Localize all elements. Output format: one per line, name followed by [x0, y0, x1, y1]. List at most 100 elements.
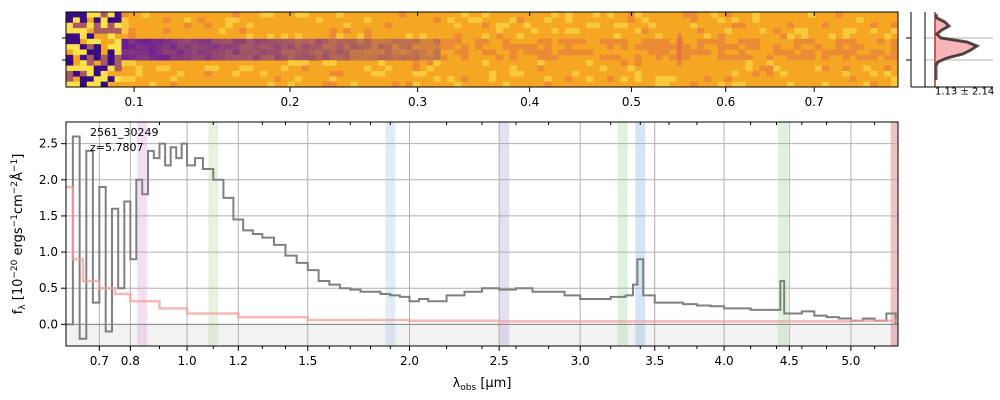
- heatmap-cell: [849, 28, 857, 34]
- heatmap-cell: [703, 49, 712, 56]
- heatmap-cell: [717, 54, 725, 61]
- top-tick-label-4: 0.5: [622, 95, 641, 109]
- heatmap-cell: [79, 28, 88, 34]
- heatmap-cell: [149, 38, 157, 45]
- heatmap-cell: [239, 49, 247, 56]
- heatmap-cell: [79, 49, 88, 56]
- line-band-2: [385, 122, 396, 346]
- heatmap-cell: [863, 65, 871, 72]
- spectrum-2d-x-axis: 0.1 0.2 0.3 0.4 0.5 0.6 0.7: [62, 12, 911, 109]
- heatmap-cell: [336, 33, 344, 40]
- heatmap-cell: [93, 12, 101, 18]
- heatmap-cell: [183, 44, 192, 50]
- heatmap-cell: [766, 60, 774, 66]
- heatmap-cell: [128, 44, 136, 50]
- heatmap-cell: [107, 76, 115, 82]
- heatmap-cell: [454, 81, 462, 88]
- heatmap-cell: [79, 54, 88, 61]
- heatmap-cell: [246, 65, 254, 72]
- heatmap-cell: [142, 44, 150, 50]
- heatmap-cell: [211, 38, 219, 45]
- heatmap-cell: [274, 44, 282, 50]
- heatmap-cell: [599, 54, 608, 61]
- heatmap-cell: [405, 38, 413, 45]
- x-axis-title-lambda: λ: [453, 376, 461, 391]
- heatmap-cell: [669, 44, 677, 50]
- heatmap-cell: [86, 33, 95, 40]
- profile-model: [934, 13, 981, 80]
- heatmap-cell: [648, 38, 656, 45]
- heatmap-cell: [274, 38, 282, 45]
- heatmap-cell: [398, 54, 407, 61]
- heatmap-cell: [717, 17, 725, 24]
- heatmap-cell: [218, 44, 226, 50]
- heatmap-cell: [156, 65, 164, 72]
- heatmap-cell: [835, 38, 843, 45]
- heatmap-cell: [773, 49, 781, 56]
- heatmap-cell: [502, 81, 511, 88]
- heatmap-cell: [225, 54, 233, 61]
- heatmap-cell: [586, 22, 594, 29]
- heatmap-cell: [190, 49, 199, 56]
- heatmap-cell: [696, 44, 705, 50]
- heatmap-cell: [586, 76, 594, 82]
- x-tick-label-9: 4.0: [715, 354, 734, 368]
- heatmap-cell: [516, 70, 524, 77]
- heatmap-cell: [384, 54, 393, 61]
- heatmap-cell: [565, 17, 573, 24]
- heatmap-cell: [391, 49, 400, 56]
- heatmap-cell: [100, 65, 108, 72]
- heatmap-cell: [72, 28, 81, 34]
- heatmap-cell: [842, 65, 850, 72]
- heatmap-cell: [357, 54, 365, 61]
- heatmap-cell: [530, 28, 538, 34]
- heatmap-cell: [800, 38, 809, 45]
- heatmap-cell: [454, 38, 462, 45]
- heatmap-cell: [544, 17, 552, 24]
- heatmap-cell: [606, 76, 615, 82]
- heatmap-cell: [724, 28, 732, 34]
- heatmap-cell: [93, 76, 101, 82]
- heatmap-cell: [149, 49, 157, 56]
- heatmap-cell: [551, 12, 559, 18]
- heatmap-cell: [371, 44, 379, 50]
- heatmap-cell: [121, 49, 129, 56]
- heatmap-cell: [398, 49, 407, 56]
- heatmap-cell: [86, 12, 95, 18]
- heatmap-cell: [190, 54, 199, 61]
- heatmap-cell: [294, 54, 303, 61]
- heatmap-cell: [586, 49, 594, 56]
- heatmap-cell: [66, 17, 74, 24]
- heatmap-cell: [260, 38, 268, 45]
- heatmap-cell: [79, 12, 88, 18]
- heatmap-cell: [336, 12, 344, 18]
- heatmap-cell: [447, 17, 455, 24]
- heatmap-cell: [322, 38, 330, 45]
- heatmap-cell: [634, 70, 642, 77]
- heatmap-cell: [364, 49, 372, 56]
- heatmap-cell: [745, 54, 753, 61]
- heatmap-cell: [156, 44, 164, 50]
- heatmap-cell: [426, 65, 434, 72]
- heatmap-cell: [606, 12, 615, 18]
- heatmap-cell: [634, 76, 642, 82]
- heatmap-cell: [239, 65, 247, 72]
- heatmap-cell: [329, 38, 337, 45]
- heatmap-cell: [107, 33, 115, 40]
- heatmap-cell: [170, 44, 178, 50]
- heatmap-cell: [197, 44, 205, 50]
- heatmap-cell: [579, 49, 587, 56]
- heatmap-cell: [301, 49, 309, 56]
- heatmap-cell: [128, 49, 136, 56]
- heatmap-cell: [620, 44, 628, 50]
- heatmap-cell: [426, 38, 434, 45]
- heatmap-cell: [280, 54, 289, 61]
- heatmap-cell: [703, 76, 712, 82]
- heatmap-cell: [135, 65, 143, 72]
- heatmap-cell: [433, 44, 441, 50]
- heatmap-cell: [752, 70, 760, 77]
- heatmap-cell: [86, 49, 95, 56]
- heatmap-cell: [572, 49, 580, 56]
- heatmap-cell: [79, 17, 88, 24]
- heatmap-cell: [426, 44, 434, 50]
